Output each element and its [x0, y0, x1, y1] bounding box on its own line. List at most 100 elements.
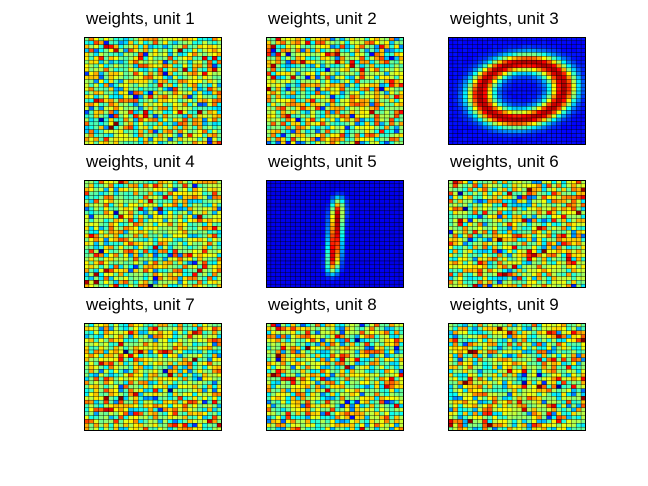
heatmap-cell	[142, 195, 149, 200]
heatmap-cell	[334, 110, 341, 115]
heatmap-cell	[482, 195, 488, 200]
heatmap-cell	[354, 268, 360, 273]
heatmap-cell	[477, 268, 483, 273]
heatmap-cell	[452, 229, 459, 235]
heatmap-cell	[457, 280, 464, 285]
heatmap-cell	[497, 86, 503, 92]
heatmap-cell	[192, 195, 198, 200]
heatmap-cell	[128, 345, 134, 351]
heatmap-cell	[502, 280, 508, 285]
heatmap-cell	[211, 79, 218, 84]
heatmap-cell	[305, 280, 311, 285]
heatmap-cell	[197, 334, 203, 339]
heatmap-cell	[487, 280, 493, 285]
heatmap-cell	[88, 276, 95, 281]
heatmap-cell	[202, 226, 208, 231]
heatmap-cell	[457, 137, 464, 142]
heatmap-cell	[497, 90, 503, 96]
heatmap-cell	[197, 330, 203, 335]
heatmap-cell	[285, 268, 291, 273]
heatmap-cell	[211, 121, 218, 126]
heatmap-cell	[551, 214, 557, 219]
heatmap-cell	[202, 195, 208, 200]
heatmap-cell	[300, 71, 306, 76]
heatmap-cell	[138, 342, 144, 347]
heatmap-cell	[108, 229, 114, 235]
heatmap-cell	[187, 237, 193, 242]
heatmap-cell	[477, 110, 483, 115]
heatmap-cell	[157, 206, 164, 212]
heatmap-cell	[197, 102, 203, 107]
heatmap-cell	[123, 210, 129, 215]
heatmap-cell	[329, 264, 336, 269]
heatmap-cell	[197, 229, 203, 235]
heatmap-cell	[310, 48, 316, 53]
heatmap-cell	[197, 264, 203, 269]
heatmap-cell	[379, 253, 385, 258]
heatmap-cell	[531, 245, 537, 250]
heatmap-cell	[133, 113, 139, 119]
heatmap-cell	[546, 245, 552, 250]
heatmap-cell	[167, 137, 173, 142]
heatmap-cell	[88, 249, 95, 254]
heatmap-cell	[531, 94, 537, 99]
heatmap-cell	[123, 222, 129, 227]
heatmap-cell	[128, 237, 134, 242]
heatmap-cell	[290, 40, 296, 45]
heatmap-cell	[167, 52, 173, 57]
heatmap-cell	[492, 280, 498, 285]
heatmap-cell	[536, 233, 542, 239]
heatmap-cell	[359, 94, 365, 99]
heatmap-cell	[511, 229, 518, 235]
heatmap-cell	[364, 260, 370, 266]
heatmap-cell	[393, 121, 400, 126]
heatmap-cell	[516, 86, 523, 92]
heatmap-cell	[526, 245, 533, 250]
heatmap-cell	[207, 280, 213, 285]
heatmap-cell	[187, 79, 193, 84]
heatmap-cell	[202, 129, 208, 134]
heatmap-cell	[300, 67, 306, 72]
heatmap-cell	[546, 79, 552, 84]
heatmap-cell	[541, 79, 547, 84]
heatmap-cell	[162, 56, 169, 61]
heatmap-cell	[177, 233, 183, 239]
heatmap-cell	[147, 79, 154, 84]
heatmap-cell	[207, 79, 213, 84]
heatmap-cell	[315, 59, 321, 65]
heatmap-cell	[516, 63, 523, 69]
heatmap-cell	[339, 256, 346, 262]
heatmap-cell	[315, 117, 321, 123]
heatmap-cell	[93, 218, 100, 223]
heatmap-cell	[157, 94, 164, 99]
heatmap-cell	[561, 52, 567, 57]
heatmap-cell	[147, 106, 154, 111]
heatmap-cell	[275, 94, 282, 99]
heatmap-cell	[197, 79, 203, 84]
heatmap-cell	[207, 48, 213, 53]
heatmap-cell	[462, 121, 468, 126]
heatmap-cell	[506, 102, 513, 107]
heatmap-cell	[98, 121, 104, 126]
heatmap-cell	[506, 90, 513, 96]
heatmap-cell	[123, 59, 129, 65]
heatmap-cell	[477, 249, 483, 254]
heatmap-cell	[310, 249, 316, 254]
heatmap-cell	[492, 129, 498, 134]
heatmap-cell	[182, 191, 188, 196]
heatmap-cell	[98, 52, 104, 57]
heatmap-cell	[556, 229, 562, 235]
heatmap-cell	[138, 353, 144, 358]
heatmap-cell	[452, 94, 459, 99]
heatmap-cell	[359, 272, 365, 277]
heatmap-cell	[295, 264, 301, 269]
heatmap-cell	[152, 218, 159, 223]
heatmap-cell	[467, 56, 473, 61]
heatmap-cell	[561, 183, 567, 188]
heatmap-cell	[93, 98, 100, 103]
heatmap-cell	[320, 67, 326, 72]
heatmap-cell	[197, 133, 203, 138]
heatmap-cell	[157, 44, 164, 49]
heatmap-cell	[305, 110, 311, 115]
heatmap-cell	[571, 59, 577, 65]
